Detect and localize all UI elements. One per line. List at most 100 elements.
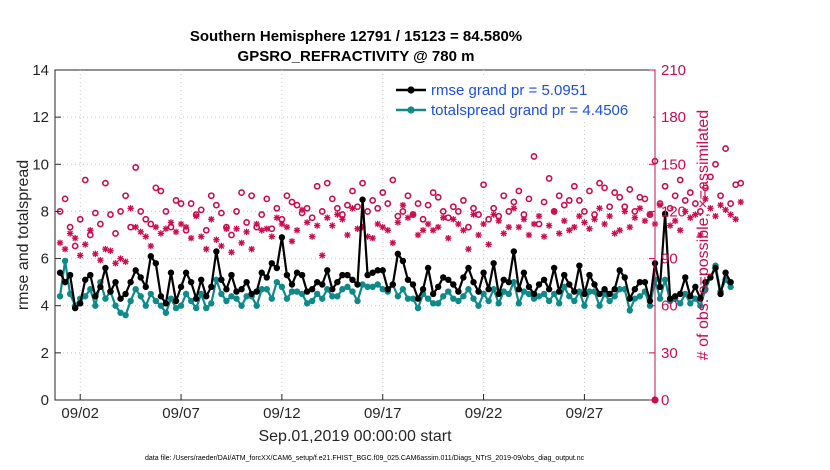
y-tick-label: 4 bbox=[41, 298, 49, 315]
assimilated-obs-marker bbox=[641, 217, 649, 225]
totalspread-point bbox=[535, 293, 543, 300]
assimilated-obs-marker bbox=[288, 238, 296, 245]
assimilated-obs-marker bbox=[687, 214, 694, 221]
totalspread-point bbox=[147, 290, 154, 298]
totalspread-point bbox=[258, 286, 265, 293]
rmse-point bbox=[445, 276, 452, 283]
rmse-point bbox=[162, 300, 170, 307]
totalspread-point bbox=[308, 297, 316, 305]
assimilated-obs-marker bbox=[510, 205, 518, 212]
assimilated-obs-marker bbox=[187, 234, 195, 242]
rmse-point bbox=[586, 271, 593, 279]
possible-obs-marker bbox=[344, 201, 351, 209]
possible-obs-marker bbox=[102, 179, 109, 187]
rmse-point bbox=[258, 269, 265, 276]
possible-obs-marker bbox=[470, 204, 477, 212]
assimilated-obs-marker bbox=[147, 242, 154, 250]
totalspread-point bbox=[122, 311, 129, 319]
rmse-point bbox=[389, 281, 397, 288]
rmse-point bbox=[545, 286, 553, 293]
possible-obs-marker bbox=[207, 192, 215, 200]
possible-obs-marker bbox=[515, 187, 523, 195]
rmse-point bbox=[379, 267, 386, 274]
totalspread-point bbox=[661, 276, 669, 283]
possible-obs-marker bbox=[293, 201, 301, 209]
x-axis-label: Sep.01,2019 00:00:00 start bbox=[258, 428, 452, 445]
possible-obs-marker bbox=[661, 182, 669, 190]
x-tick-label: 09/12 bbox=[263, 405, 301, 422]
possible-obs-marker bbox=[696, 208, 704, 215]
possible-obs-marker bbox=[712, 160, 719, 168]
totalspread-point bbox=[601, 290, 608, 298]
totalspread-point bbox=[455, 297, 462, 305]
assimilated-obs-marker bbox=[278, 220, 286, 228]
assimilated-obs-marker bbox=[450, 216, 457, 223]
rmse-point bbox=[404, 276, 412, 283]
x-tick-label: 09/02 bbox=[61, 405, 99, 422]
assimilated-obs-marker bbox=[117, 255, 124, 262]
assimilated-obs-marker bbox=[677, 227, 684, 234]
possible-obs-marker bbox=[419, 215, 427, 223]
assimilated-obs-marker bbox=[233, 225, 240, 232]
assimilated-obs-marker bbox=[112, 260, 119, 267]
assimilated-obs-marker bbox=[172, 228, 180, 236]
rmse-point bbox=[117, 295, 124, 302]
totalspread-point bbox=[112, 302, 119, 309]
possible-obs-marker bbox=[172, 197, 180, 204]
totalspread-point bbox=[606, 297, 613, 305]
rmse-point bbox=[273, 264, 281, 272]
assimilated-obs-marker bbox=[550, 208, 558, 215]
plot-area bbox=[54, 69, 656, 401]
totalspread-point bbox=[208, 300, 215, 307]
possible-obs-marker bbox=[76, 215, 84, 223]
rmse-point bbox=[187, 278, 195, 286]
rmse-point bbox=[636, 278, 644, 286]
assimilated-obs-marker bbox=[268, 233, 276, 240]
possible-obs-marker bbox=[122, 192, 129, 200]
assimilated-obs-marker bbox=[702, 195, 709, 203]
rmse-point bbox=[626, 295, 633, 302]
assimilated-obs-marker bbox=[606, 212, 613, 220]
totalspread-point bbox=[727, 283, 734, 291]
rmse-point bbox=[596, 290, 603, 298]
possible-obs-marker bbox=[112, 230, 119, 237]
rmse-point bbox=[606, 290, 613, 298]
assimilated-obs-marker bbox=[646, 211, 654, 218]
possible-obs-marker bbox=[596, 179, 603, 187]
y2-tick-label: 180 bbox=[661, 109, 686, 126]
rmse-point bbox=[697, 295, 704, 302]
possible-obs-marker bbox=[132, 164, 140, 171]
possible-obs-marker bbox=[369, 197, 377, 204]
totalspread-point bbox=[228, 293, 235, 300]
totalspread-point bbox=[87, 286, 94, 293]
assimilated-obs-marker bbox=[248, 245, 255, 253]
totalspread-point bbox=[198, 290, 205, 298]
possible-obs-marker bbox=[323, 179, 331, 187]
totalspread-point bbox=[414, 304, 422, 312]
rmse-point bbox=[303, 288, 311, 295]
rmse-point bbox=[56, 269, 64, 276]
assimilated-obs-marker bbox=[273, 214, 281, 221]
rmse-point bbox=[480, 269, 487, 276]
y2-tick-label: 210 bbox=[661, 62, 686, 79]
totalspread-point bbox=[203, 304, 210, 312]
assimilated-obs-marker bbox=[399, 201, 407, 209]
rmse-point bbox=[288, 281, 296, 288]
rmse-point bbox=[283, 271, 291, 279]
possible-obs-marker bbox=[616, 193, 624, 201]
possible-obs-marker bbox=[212, 201, 220, 209]
rmse-point bbox=[576, 262, 583, 269]
possible-obs-marker bbox=[510, 198, 518, 206]
totalspread-point bbox=[692, 295, 699, 302]
possible-obs-marker bbox=[137, 208, 145, 215]
totalspread-point bbox=[374, 281, 381, 288]
assimilated-obs-marker bbox=[102, 245, 109, 253]
totalspread-point bbox=[409, 295, 417, 302]
rmse-point bbox=[692, 283, 699, 291]
totalspread-point bbox=[404, 295, 412, 302]
totalspread-point bbox=[334, 293, 341, 300]
rmse-point bbox=[374, 267, 381, 274]
totalspread-point bbox=[162, 309, 170, 316]
totalspread-point bbox=[399, 286, 407, 293]
